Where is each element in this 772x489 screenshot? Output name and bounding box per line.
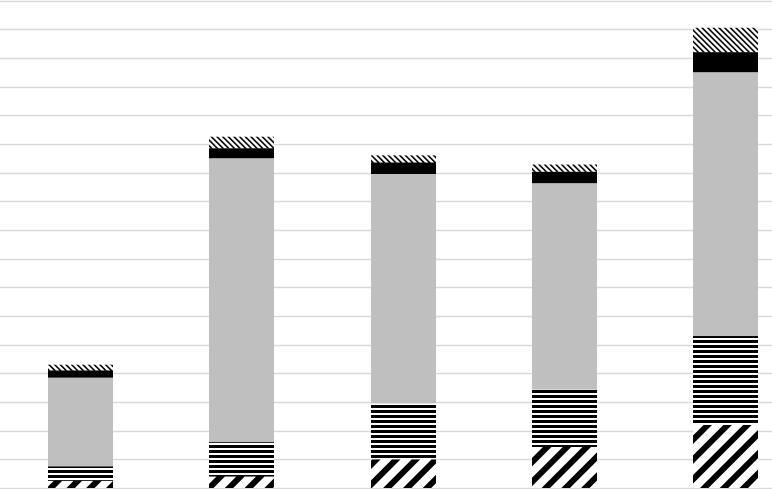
bar-segment-1-series-3 (48, 377, 113, 467)
bar-segment-1-series-5 (48, 364, 113, 371)
bar-segment-3-series-4 (371, 162, 436, 174)
bar-segment-5-series-5 (693, 27, 758, 53)
bar-segment-2-series-1 (209, 476, 274, 488)
bar-segment-5-series-3 (693, 72, 758, 337)
bar-segment-3-series-2 (371, 403, 436, 460)
bar-segment-1-series-2 (48, 466, 113, 481)
bar-segment-4-series-1 (532, 446, 597, 488)
bar-segment-2-series-2 (209, 442, 274, 477)
bar-segment-4-series-5 (532, 164, 597, 172)
bars (48, 27, 758, 488)
bar-segment-3-series-1 (371, 459, 436, 488)
bar-segment-3-series-5 (371, 155, 436, 163)
bar-segment-2-series-5 (209, 136, 274, 149)
bar-segment-5-series-1 (693, 424, 758, 488)
bar-segment-1-series-1 (48, 480, 113, 488)
bar-segment-4-series-3 (532, 183, 597, 390)
bar-segment-1-series-4 (48, 370, 113, 378)
bar-segment-4-series-2 (532, 389, 597, 447)
bar-segment-5-series-2 (693, 336, 758, 425)
bar-segment-5-series-4 (693, 52, 758, 73)
bar-segment-4-series-4 (532, 171, 597, 184)
bar-segment-2-series-4 (209, 148, 274, 159)
bar-segment-3-series-3 (371, 173, 436, 404)
bar-segment-2-series-3 (209, 158, 274, 443)
